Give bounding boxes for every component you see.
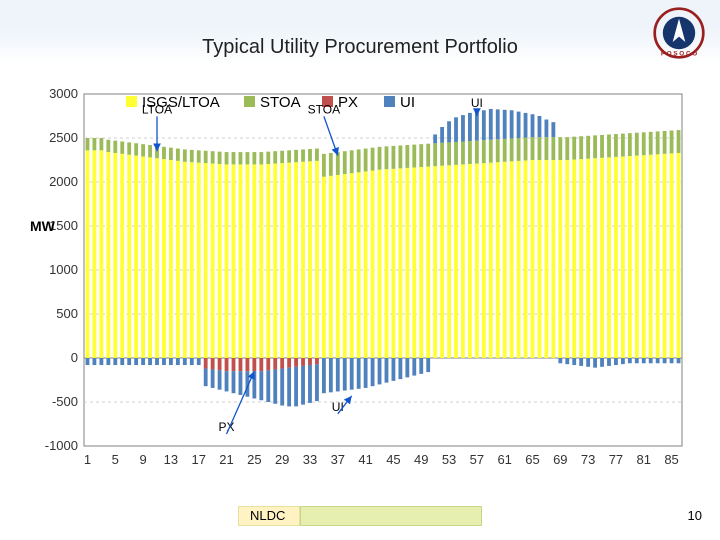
svg-text:49: 49 — [414, 452, 428, 467]
svg-text:2000: 2000 — [49, 174, 78, 189]
svg-text:-500: -500 — [52, 394, 78, 409]
svg-text:MW: MW — [30, 218, 56, 234]
svg-text:37: 37 — [331, 452, 345, 467]
svg-text:33: 33 — [303, 452, 317, 467]
svg-text:2500: 2500 — [49, 130, 78, 145]
footer-center-label: NLDC — [250, 508, 285, 523]
svg-text:5: 5 — [112, 452, 119, 467]
svg-text:25: 25 — [247, 452, 261, 467]
svg-text:STOA: STOA — [260, 94, 301, 111]
svg-text:17: 17 — [191, 452, 205, 467]
svg-text:3000: 3000 — [49, 86, 78, 101]
svg-text:45: 45 — [386, 452, 400, 467]
svg-text:1000: 1000 — [49, 262, 78, 277]
svg-text:UI: UI — [332, 400, 344, 414]
svg-text:500: 500 — [56, 306, 78, 321]
svg-text:53: 53 — [442, 452, 456, 467]
svg-text:-1000: -1000 — [45, 438, 78, 453]
svg-text:69: 69 — [553, 452, 567, 467]
chart-title: Typical Utility Procurement Portfolio — [0, 36, 720, 59]
svg-text:PX: PX — [338, 94, 358, 111]
procurement-chart: -1000-500050010001500200025003000MW15913… — [30, 86, 690, 484]
svg-text:29: 29 — [275, 452, 289, 467]
svg-text:1: 1 — [84, 452, 91, 467]
svg-text:STOA: STOA — [308, 102, 340, 116]
svg-text:77: 77 — [609, 452, 623, 467]
svg-text:41: 41 — [358, 452, 372, 467]
svg-text:85: 85 — [664, 452, 678, 467]
footer: NLDC 10 — [0, 506, 720, 532]
svg-text:81: 81 — [637, 452, 651, 467]
svg-text:61: 61 — [497, 452, 511, 467]
svg-text:57: 57 — [470, 452, 484, 467]
svg-text:UI: UI — [400, 94, 415, 111]
svg-text:UI: UI — [471, 96, 483, 110]
slide-number: 10 — [688, 508, 702, 523]
svg-text:73: 73 — [581, 452, 595, 467]
svg-text:13: 13 — [164, 452, 178, 467]
svg-text:21: 21 — [219, 452, 233, 467]
svg-text:9: 9 — [139, 452, 146, 467]
svg-text:0: 0 — [71, 350, 78, 365]
svg-text:65: 65 — [525, 452, 539, 467]
svg-text:LTOA: LTOA — [142, 102, 172, 116]
